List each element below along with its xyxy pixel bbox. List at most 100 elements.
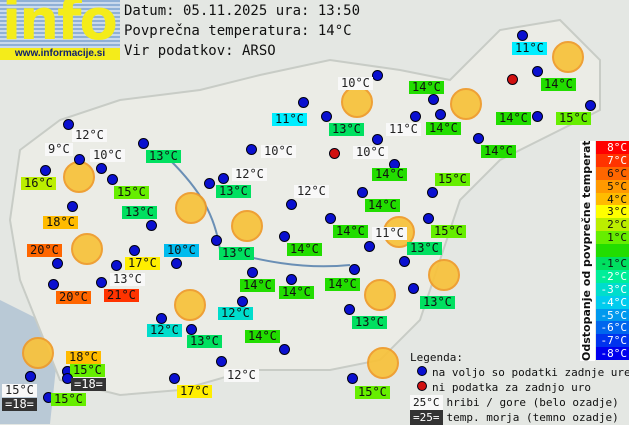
station-dot[interactable] [372,70,383,81]
station-dot[interactable] [156,313,167,324]
station-dot[interactable] [364,241,375,252]
sunny-icon [63,161,95,193]
station-temperature: 10°C [261,145,296,158]
sunny-icon [450,88,482,120]
station-no-data-dot[interactable] [507,74,518,85]
station-dot[interactable] [286,274,297,285]
sunny-icon [552,41,584,73]
scale-row: 3°C [596,205,629,218]
station-temperature: 18°C [66,351,101,364]
station-dot[interactable] [171,258,182,269]
scale-row: -2°C [596,269,629,283]
station-dot[interactable] [347,373,358,384]
station-temperature: 11°C [372,227,407,240]
station-dot[interactable] [344,304,355,315]
station-dot[interactable] [473,133,484,144]
station-dot[interactable] [25,371,36,382]
station-dot[interactable] [216,356,227,367]
station-temperature: 14°C [426,122,461,135]
station-dot[interactable] [169,373,180,384]
station-dot[interactable] [107,174,118,185]
station-temperature: 13°C [420,296,455,309]
station-dot[interactable] [428,94,439,105]
station-dot[interactable] [48,279,59,290]
station-temperature: 15°C [435,173,470,186]
station-dot[interactable] [349,264,360,275]
logo[interactable]: info [0,0,120,48]
station-temperature: 14°C [245,330,280,343]
station-dot[interactable] [399,256,410,267]
station-dot[interactable] [247,267,258,278]
legend-available: na voljo so podatki zadnje ure [432,366,629,379]
station-temperature: 14°C [279,286,314,299]
station-dot[interactable] [279,231,290,242]
station-no-data-dot[interactable] [329,148,340,159]
station-dot[interactable] [237,296,248,307]
station-dot[interactable] [532,111,543,122]
station-temperature: 13°C [219,247,254,260]
station-temperature: 11°C [386,123,421,136]
station-temperature: 17°C [177,385,212,398]
sunny-icon [71,233,103,265]
station-dot[interactable] [40,165,51,176]
station-dot[interactable] [423,213,434,224]
station-dot[interactable] [204,178,215,189]
station-dot[interactable] [321,111,332,122]
station-dot[interactable] [585,100,596,111]
station-temperature: 16°C [21,177,56,190]
station-dot[interactable] [279,344,290,355]
station-dot[interactable] [357,187,368,198]
legend-sea: temp. morja (temno ozadje) [446,411,619,424]
station-dot[interactable] [186,324,197,335]
station-dot[interactable] [246,144,257,155]
station-dot[interactable] [427,187,438,198]
station-temperature: =18= [71,378,106,391]
scale-row: 1°C [596,231,629,244]
station-dot[interactable] [286,199,297,210]
station-dot[interactable] [517,30,528,41]
station-dot[interactable] [146,220,157,231]
station-dot[interactable] [298,97,309,108]
station-temperature: 14°C [372,168,407,181]
station-temperature: 11°C [512,42,547,55]
site-url[interactable]: www.informacije.si [0,48,120,60]
date-time: Datum: 05.11.2025 ura: 13:50 [124,3,361,19]
station-dot[interactable] [96,277,107,288]
scale-row: -7°C [596,334,629,347]
data-source: Vir podatkov: ARSO [124,43,276,59]
station-temperature: 15°C [431,225,466,238]
station-temperature: 13°C [352,316,387,329]
station-temperature: 17°C [125,257,160,270]
station-dot[interactable] [532,66,543,77]
station-dot[interactable] [67,201,78,212]
station-temperature: 15°C [2,384,37,397]
station-temperature: 13°C [187,335,222,348]
scale-title: Odstopanje od povprečne temperature: [580,141,595,361]
station-temperature: 15°C [51,393,86,406]
station-dot[interactable] [96,163,107,174]
scale-row: -4°C [596,295,629,309]
station-dot[interactable] [435,109,446,120]
scale-row: 5°C [596,179,629,193]
sunny-icon [428,259,460,291]
station-temperature: 12°C [147,324,182,337]
station-dot[interactable] [63,119,74,130]
station-dot[interactable] [129,245,140,256]
station-dot[interactable] [138,138,149,149]
station-dot[interactable] [410,111,421,122]
station-dot[interactable] [218,173,229,184]
station-dot[interactable] [408,283,419,294]
station-dot[interactable] [372,134,383,145]
scale-row: -3°C [596,282,629,296]
station-dot[interactable] [52,258,63,269]
legend: Legenda: na voljo so podatki zadnje ure … [410,350,629,425]
station-dot[interactable] [325,213,336,224]
station-temperature: 12°C [218,307,253,320]
scale-row: 7°C [596,153,629,167]
station-dot[interactable] [211,235,222,246]
station-dot[interactable] [111,260,122,271]
station-dot[interactable] [74,154,85,165]
sunny-icon [22,337,54,369]
station-temperature: 13°C [329,123,364,136]
station-temperature: 13°C [216,185,251,198]
